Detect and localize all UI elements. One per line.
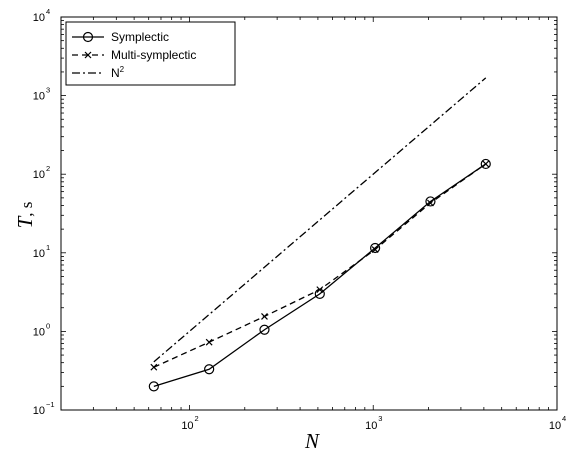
y-tick-exponent: 0 [46, 321, 50, 330]
series-multi-symplectic-marker [427, 199, 434, 207]
x-tick-base: 10 [181, 420, 193, 432]
series-multi-symplectic-marker-stroke [150, 363, 158, 371]
series-multi-symplectic-marker [316, 286, 324, 294]
x-tick-base: 10 [365, 420, 377, 432]
y-tick-label: 101 [33, 243, 50, 260]
series-symplectic-marker [259, 324, 270, 335]
legend-marker-stroke [84, 51, 92, 59]
series-multi-symplectic-marker [205, 338, 213, 346]
series-symplectic-line [153, 163, 487, 387]
series-n2-line [153, 77, 487, 363]
legend-label-text: Multi-symplectic [111, 48, 196, 62]
series-multi-symplectic-marker-stroke [482, 160, 490, 168]
y-tick-exponent: 2 [46, 164, 50, 173]
y-tick-exponent: −1 [46, 400, 55, 409]
x-tick-exponent: 3 [378, 414, 382, 423]
y-tick-label: 104 [33, 7, 50, 24]
x-tick-label: 103 [365, 414, 382, 432]
series-multi-symplectic [150, 160, 490, 371]
y-tick-exponent: 1 [46, 243, 50, 252]
series-multi-symplectic-marker-stroke [427, 199, 434, 207]
y-tick-label: 103 [33, 86, 50, 103]
y-tick-exponent: 4 [46, 7, 50, 16]
series-n2 [153, 77, 487, 363]
legend-entry-2: Multi-symplectic [72, 48, 196, 62]
legend-label-text: Symplectic [111, 30, 169, 44]
series-symplectic-marker [148, 381, 159, 392]
series-multi-symplectic-marker [150, 363, 158, 371]
y-tick-label: 100 [33, 321, 50, 338]
series-symplectic-marker [204, 364, 215, 375]
y-tick-label: 102 [33, 164, 50, 181]
x-tick-exponent: 2 [194, 414, 198, 423]
y-tick-base: 10 [33, 91, 45, 103]
legend: Symplectic Multi-symplectic N2 [65, 21, 236, 86]
legend-label: N2 [111, 65, 125, 80]
x-axis-label: N [304, 429, 320, 453]
y-axis-label-group: T, s [13, 202, 37, 229]
series-multi-symplectic-marker [371, 246, 379, 253]
legend-label: Multi-symplectic [111, 48, 196, 62]
y-tick-label: 10−1 [33, 400, 55, 417]
series-symplectic-marker [370, 242, 381, 254]
legend-marker [84, 51, 92, 59]
y-axis-label: T, s [13, 202, 37, 229]
y-tick-base: 10 [33, 12, 45, 24]
y-tick-exponent: 3 [46, 86, 50, 95]
x-tick-label: 102 [181, 414, 198, 432]
y-tick-base: 10 [33, 248, 45, 260]
legend-label-text: N [111, 66, 120, 80]
series-multi-symplectic-marker-stroke [371, 246, 379, 253]
x-tick-base: 10 [549, 420, 561, 432]
y-axis-unit: , s [17, 202, 36, 217]
series-multi-symplectic-marker-stroke [261, 313, 268, 320]
series-symplectic-marker [425, 196, 436, 207]
axis-ticks [60, 16, 558, 411]
series-symplectic-marker [480, 158, 491, 170]
legend-entry-3: N2 [72, 65, 125, 80]
series-multi-symplectic-marker [482, 160, 490, 168]
legend-box [65, 21, 236, 86]
x-tick-label: 104 [549, 414, 566, 432]
legend-entry-1: Symplectic [72, 30, 169, 44]
y-tick-base: 10 [33, 169, 45, 181]
y-tick-base: 10 [33, 405, 45, 417]
x-tick-exponent: 4 [562, 414, 566, 423]
series-multi-symplectic-marker-stroke [316, 286, 324, 294]
series-multi-symplectic-marker-stroke [205, 338, 213, 346]
series-multi-symplectic-marker [261, 313, 268, 320]
legend-marker [82, 31, 94, 43]
legend-label-superscript: 2 [120, 65, 125, 74]
series-layer [148, 77, 491, 392]
y-tick-base: 10 [33, 326, 45, 338]
y-axis-symbol: T [13, 215, 37, 228]
legend-label: Symplectic [111, 30, 169, 44]
